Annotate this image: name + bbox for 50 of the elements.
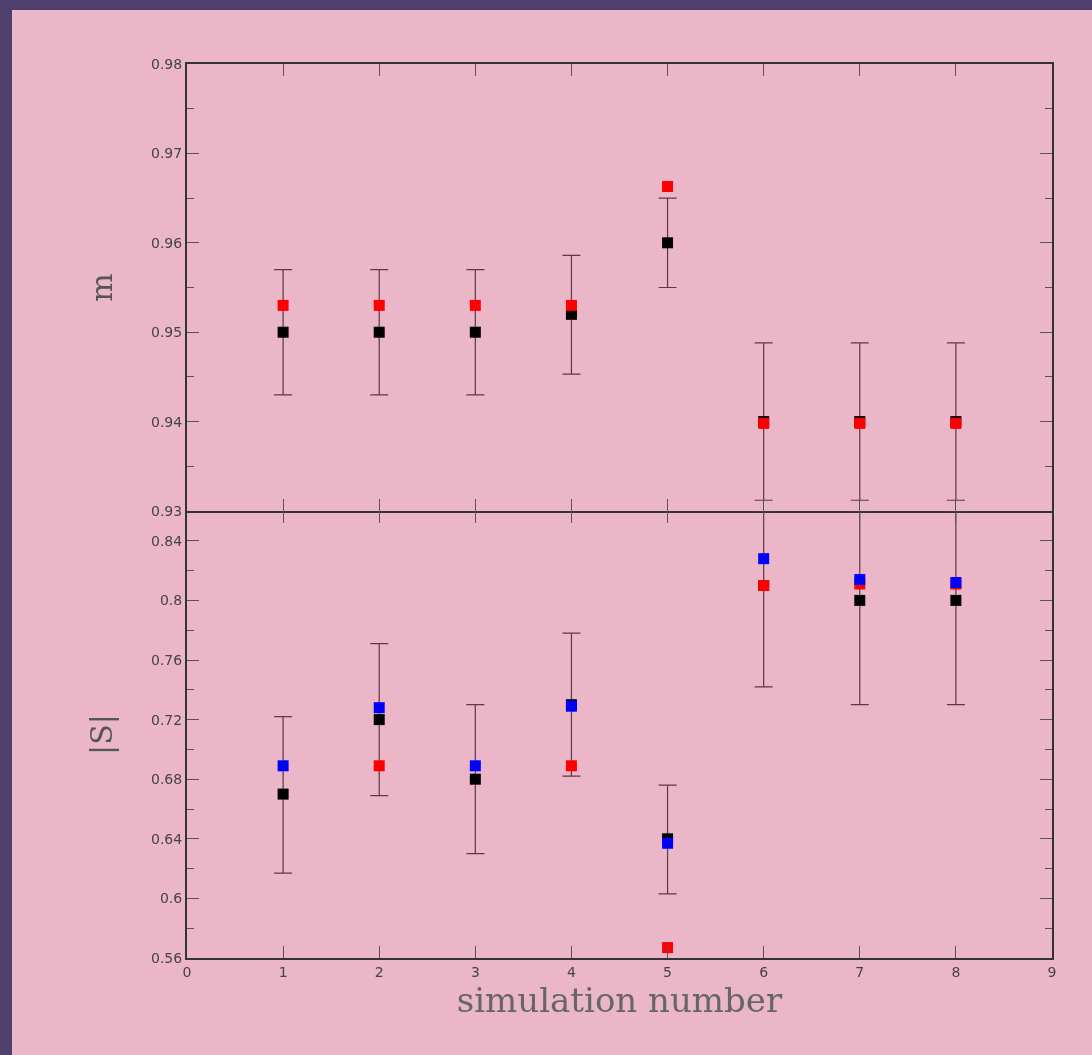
y-tick-label: 0.96 [151, 234, 183, 251]
x-tick-label: 1 [278, 963, 288, 980]
point [854, 594, 866, 606]
y-tick-label: 0.64 [151, 830, 183, 847]
y-axis-title: m [83, 273, 119, 302]
point [662, 837, 674, 849]
y-tick-label: 0.93 [151, 502, 183, 519]
x-axis-title: simulation number [456, 979, 783, 1020]
x-tick-label: 9 [1047, 963, 1057, 980]
point [758, 553, 770, 565]
point [469, 326, 481, 338]
point [373, 702, 385, 714]
x-tick-label: 6 [759, 963, 769, 980]
y-tick-label: 0.56 [151, 949, 183, 966]
point [950, 594, 962, 606]
x-tick-label: 5 [663, 963, 673, 980]
y-tick-label: 0.68 [151, 771, 183, 788]
x-tick-label: 8 [951, 963, 961, 980]
point [373, 326, 385, 338]
point [662, 180, 674, 192]
y-tick-label: 0.76 [151, 651, 183, 668]
point [469, 299, 481, 311]
point [277, 788, 289, 800]
y-tick-label: 0.84 [151, 532, 183, 549]
x-tick-label: 3 [470, 963, 480, 980]
point [662, 942, 674, 954]
x-tick-label: 7 [855, 963, 865, 980]
y-tick-label: 0.94 [151, 413, 183, 430]
y-axis-title: |S| [83, 714, 119, 755]
point [469, 773, 481, 785]
x-tick-label: 4 [566, 963, 576, 980]
y-tick-label: 0.95 [151, 324, 183, 341]
y-tick-label: 0.8 [159, 592, 183, 609]
y-tick-label: 0.6 [159, 890, 183, 907]
point [469, 760, 481, 772]
point [277, 760, 289, 772]
point [277, 299, 289, 311]
y-tick-label: 0.98 [151, 55, 183, 72]
point [854, 574, 866, 586]
point [277, 326, 289, 338]
point [373, 760, 385, 772]
y-tick-label: 0.72 [151, 711, 183, 728]
point [662, 237, 674, 249]
point [373, 714, 385, 726]
x-tick-label: 0 [182, 963, 192, 980]
point [565, 760, 577, 772]
point [565, 299, 577, 311]
point [373, 299, 385, 311]
y-tick-label: 0.97 [151, 145, 183, 162]
x-tick-label: 2 [374, 963, 384, 980]
